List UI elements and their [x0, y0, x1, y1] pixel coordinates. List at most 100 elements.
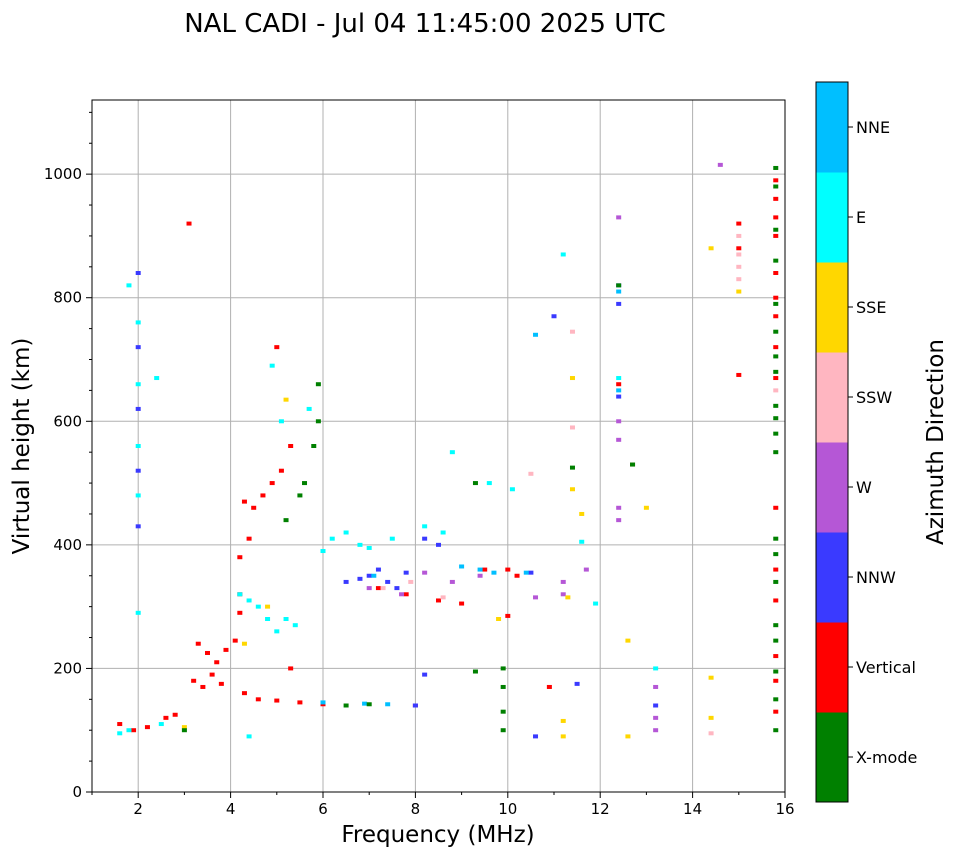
data-point — [491, 570, 497, 575]
colorbar-segment — [816, 172, 848, 263]
data-point — [773, 271, 779, 275]
data-point — [528, 471, 534, 476]
data-point — [616, 289, 622, 294]
data-point — [546, 684, 552, 689]
data-point — [565, 595, 571, 600]
data-point — [422, 672, 428, 677]
data-point — [551, 314, 557, 319]
data-point — [579, 539, 585, 544]
data-point — [569, 465, 575, 470]
colorbar-segment — [816, 712, 848, 803]
data-point — [616, 437, 622, 442]
data-point — [135, 271, 141, 275]
x-tick-label: 12 — [591, 800, 610, 818]
data-point — [616, 505, 622, 510]
data-point — [533, 332, 539, 337]
data-point — [773, 450, 779, 455]
data-point — [477, 567, 483, 572]
data-point — [241, 691, 247, 696]
data-point — [625, 638, 631, 643]
data-point — [394, 586, 400, 591]
data-point — [616, 388, 622, 393]
data-point — [773, 184, 779, 189]
data-point — [560, 579, 566, 584]
y-tick-label: 800 — [53, 289, 82, 307]
data-point — [773, 178, 779, 183]
data-point — [736, 264, 742, 269]
data-point — [477, 573, 483, 578]
data-point — [574, 681, 580, 686]
data-point — [773, 215, 779, 220]
data-point — [616, 382, 622, 387]
data-point — [773, 709, 779, 714]
data-point — [736, 221, 742, 226]
data-point — [205, 650, 210, 655]
data-point — [773, 258, 779, 263]
x-tick-label: 4 — [226, 800, 236, 818]
data-point — [773, 654, 779, 659]
data-point — [297, 700, 303, 705]
data-point — [343, 703, 349, 708]
data-point — [362, 701, 368, 706]
data-point — [459, 601, 465, 606]
series-e — [117, 252, 659, 739]
data-point — [514, 573, 520, 578]
data-point — [366, 573, 372, 578]
data-point — [773, 638, 779, 643]
data-point — [195, 641, 201, 646]
data-point — [218, 681, 224, 686]
y-tick-label: 1000 — [44, 165, 82, 183]
data-point — [117, 722, 123, 727]
data-point — [408, 579, 414, 584]
colorbar-frame — [815, 81, 849, 803]
colorbar-segment — [816, 532, 848, 623]
data-point — [366, 586, 372, 591]
data-point — [472, 669, 478, 674]
y-tick-label: 200 — [53, 659, 82, 677]
colorbar-tick-label: W — [856, 478, 872, 497]
data-point — [366, 702, 372, 707]
data-point — [181, 728, 187, 733]
x-tick-label: 16 — [775, 800, 794, 818]
data-point — [329, 536, 335, 541]
colorbar-tick-label: X-mode — [856, 748, 917, 767]
data-point — [708, 715, 714, 720]
data-point — [773, 431, 779, 436]
grid-lines — [92, 100, 786, 793]
data-point — [736, 372, 742, 377]
colorbar-segment — [816, 442, 848, 533]
data-point — [209, 672, 215, 677]
data-point — [186, 221, 192, 226]
data-point — [385, 702, 391, 707]
data-point — [616, 301, 622, 306]
data-point — [306, 406, 312, 411]
data-point — [569, 376, 575, 381]
data-point — [278, 419, 284, 424]
data-point — [773, 728, 779, 733]
data-point — [708, 731, 714, 736]
data-point — [135, 493, 141, 498]
colorbar-tick-label: SSE — [856, 298, 886, 317]
data-point — [736, 289, 742, 294]
data-point — [343, 579, 349, 584]
x-tick-label: 2 — [133, 800, 143, 818]
data-point — [569, 425, 575, 430]
data-point — [389, 536, 395, 541]
data-point — [533, 734, 539, 739]
data-point — [773, 536, 779, 541]
data-point — [117, 731, 123, 736]
data-point — [237, 592, 243, 597]
data-point — [653, 666, 659, 671]
data-point — [773, 376, 779, 381]
data-point — [255, 604, 261, 609]
data-point — [269, 363, 275, 368]
data-point — [380, 586, 386, 591]
data-point — [736, 252, 742, 257]
data-point — [643, 505, 649, 510]
data-point — [144, 725, 150, 730]
data-point — [569, 487, 575, 492]
data-point — [569, 329, 575, 334]
data-point — [274, 698, 280, 703]
plot-frame — [91, 99, 786, 793]
